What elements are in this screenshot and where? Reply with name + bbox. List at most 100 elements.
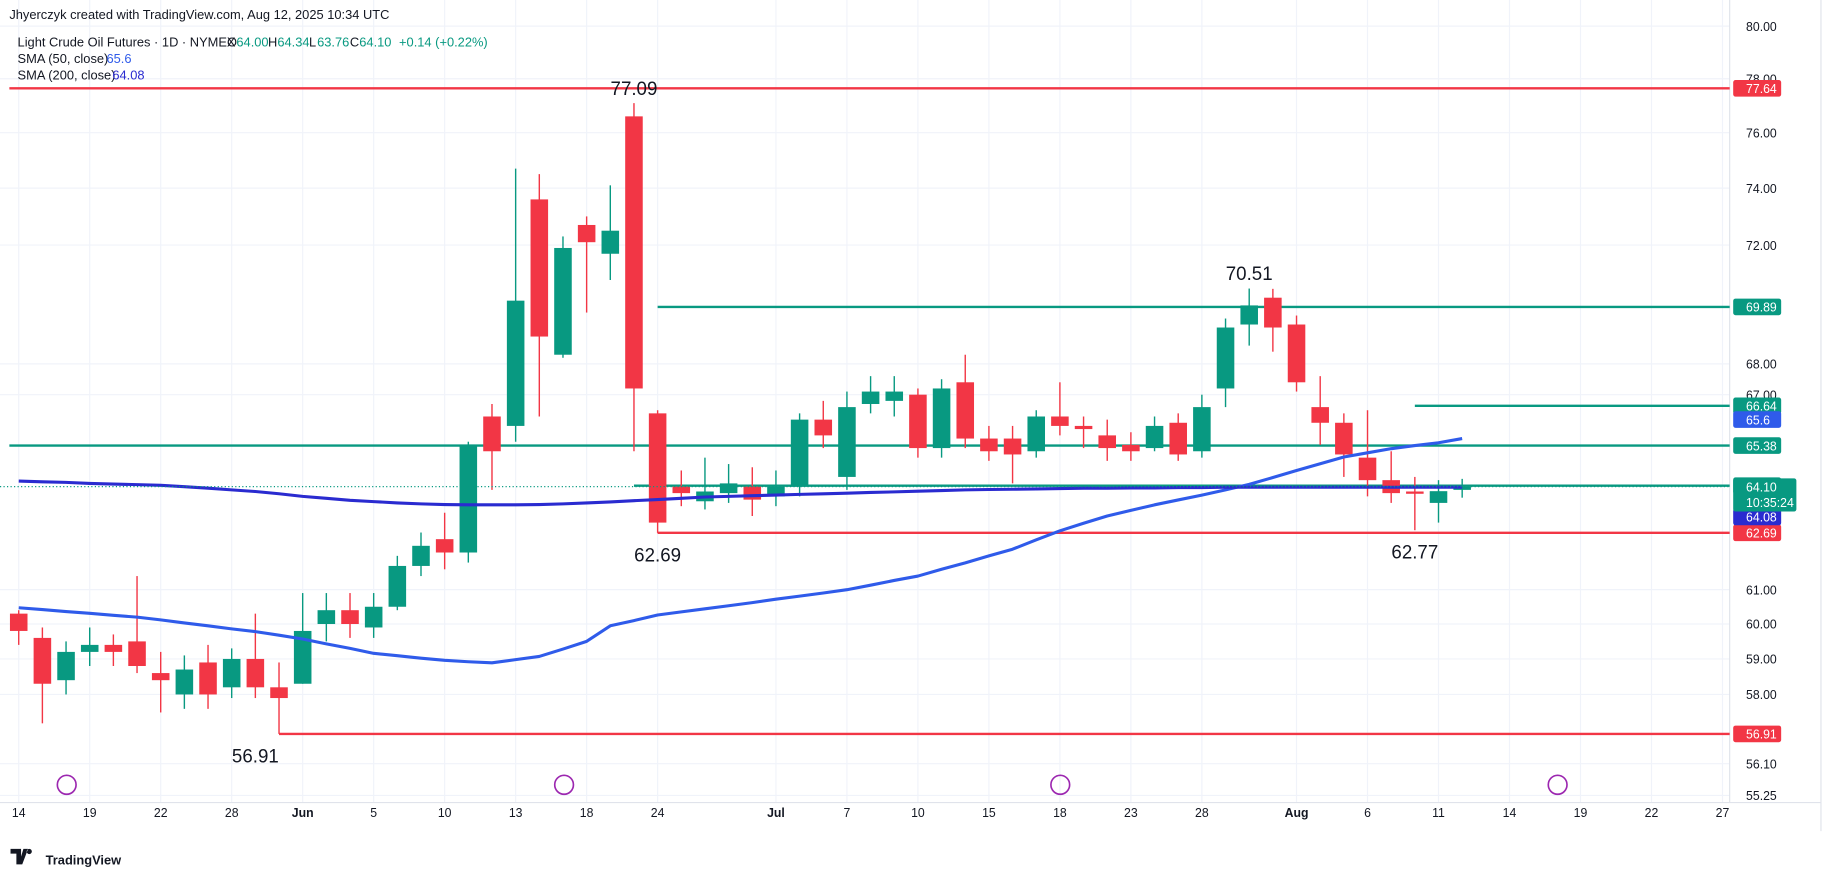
level-tag: 66.64 bbox=[1746, 400, 1777, 414]
candle-body bbox=[1169, 422, 1187, 455]
candle-body bbox=[199, 662, 217, 695]
logo-mark bbox=[10, 848, 32, 865]
candle-body bbox=[601, 230, 620, 254]
candle-body bbox=[9, 613, 28, 631]
candle-body bbox=[838, 407, 856, 477]
level-tag-bg bbox=[1733, 437, 1782, 454]
candle-body bbox=[909, 394, 927, 449]
x-tick-label: 18 bbox=[1053, 806, 1067, 820]
x-tick-label: 14 bbox=[1503, 806, 1517, 820]
candle-body bbox=[1264, 297, 1282, 328]
ohlc-value: 64.34 bbox=[277, 34, 309, 49]
candle-body bbox=[57, 651, 75, 681]
candle-body bbox=[1240, 305, 1258, 325]
ohlc-key: L bbox=[309, 34, 316, 49]
level-tag-bg bbox=[1733, 397, 1782, 415]
y-tick-label: 72.00 bbox=[1746, 239, 1777, 253]
candle-body bbox=[885, 391, 904, 401]
candle-body bbox=[1122, 444, 1140, 452]
sma-line bbox=[18, 479, 1463, 507]
x-tick-label: Jul bbox=[767, 806, 785, 820]
sma-line bbox=[18, 437, 1463, 665]
candle-body bbox=[1358, 457, 1377, 481]
x-tick-label: 19 bbox=[83, 806, 97, 820]
event-icon bbox=[1547, 774, 1568, 796]
candle-body bbox=[577, 224, 596, 243]
candle-body bbox=[317, 610, 336, 625]
x-tick-label: 22 bbox=[1645, 806, 1659, 820]
x-tick-label: 10 bbox=[911, 806, 925, 820]
attribution: Jhyerczyk created with TradingView.com, … bbox=[9, 7, 389, 22]
candle-body bbox=[341, 610, 359, 625]
candle-body bbox=[1145, 425, 1164, 449]
y-tick-label: 80.00 bbox=[1746, 20, 1777, 34]
level-tag-bg bbox=[1733, 524, 1782, 542]
candle-body bbox=[554, 247, 572, 355]
ohlc-key: C bbox=[350, 34, 359, 49]
candle-body bbox=[175, 669, 194, 695]
candle-body bbox=[33, 637, 52, 684]
level-tag: 77.64 bbox=[1746, 82, 1777, 96]
candle-body bbox=[435, 539, 454, 553]
y-tick-label: 60.00 bbox=[1746, 618, 1777, 632]
ohlc-key: H bbox=[268, 34, 277, 49]
x-tick-label: 18 bbox=[580, 806, 594, 820]
overlay-legend-value: 64.08 bbox=[112, 67, 144, 82]
candle-body bbox=[932, 388, 951, 449]
last-price-tag-bg bbox=[1733, 478, 1797, 512]
event-icon bbox=[1050, 774, 1071, 796]
x-tick-label: 15 bbox=[982, 806, 996, 820]
candle-body bbox=[956, 382, 975, 439]
price-annotation: 70.51 bbox=[1226, 263, 1273, 284]
x-tick-label: Aug bbox=[1285, 806, 1309, 820]
x-tick-label: 24 bbox=[651, 806, 665, 820]
event-icon bbox=[56, 774, 77, 796]
overlay-legend-name: SMA (50, close) bbox=[18, 51, 109, 66]
ohlc-key: O bbox=[227, 34, 237, 49]
event-icon bbox=[553, 774, 575, 796]
grid bbox=[0, 0, 1730, 803]
candle-body bbox=[1193, 407, 1211, 452]
candle-body bbox=[1098, 435, 1117, 449]
x-tick-label: Jun bbox=[292, 806, 314, 820]
candle-body bbox=[1216, 327, 1235, 389]
candle-body bbox=[151, 673, 170, 681]
candle-body bbox=[1311, 407, 1329, 423]
candle-body bbox=[246, 658, 265, 688]
candle-body bbox=[1051, 416, 1069, 426]
candle-body bbox=[719, 483, 738, 494]
ohlc-value: 64.10 bbox=[359, 34, 391, 49]
candle-body bbox=[648, 413, 667, 523]
candle-body bbox=[293, 630, 312, 684]
y-tick-label: 74.00 bbox=[1746, 182, 1777, 196]
candle-body bbox=[1429, 491, 1448, 503]
sma-tag: 65.6 bbox=[1746, 413, 1770, 427]
x-tick-label: 6 bbox=[1364, 806, 1371, 820]
sma-tag-bg bbox=[1733, 411, 1782, 428]
candle-body bbox=[1406, 491, 1424, 494]
candle-body bbox=[1335, 422, 1353, 455]
level-tag: 56.91 bbox=[1746, 728, 1777, 742]
candle-body bbox=[1287, 324, 1306, 383]
ohlc-value: 63.76 bbox=[317, 34, 349, 49]
candle-body bbox=[625, 116, 643, 389]
sma-tag-bg bbox=[1733, 508, 1782, 526]
level-tag-bg bbox=[1733, 725, 1782, 743]
x-tick-label: 5 bbox=[370, 806, 377, 820]
candle-body bbox=[767, 486, 785, 497]
candle-body bbox=[1074, 425, 1093, 430]
x-tick-label: 10 bbox=[438, 806, 452, 820]
candle-body bbox=[814, 419, 833, 436]
y-tick-label: 59.00 bbox=[1746, 653, 1777, 667]
last-price-tag: 64.10 bbox=[1746, 480, 1777, 494]
level-tag-bg bbox=[1733, 80, 1782, 97]
logo: TradingView bbox=[10, 848, 122, 867]
level-tag: 65.38 bbox=[1746, 439, 1777, 453]
price-annotation: 56.91 bbox=[232, 745, 279, 766]
sma-tag: 64.08 bbox=[1746, 511, 1777, 525]
change: +0.14 (+0.22%) bbox=[399, 34, 488, 49]
candle-body bbox=[270, 687, 288, 699]
price-annotation: 77.09 bbox=[611, 78, 658, 99]
